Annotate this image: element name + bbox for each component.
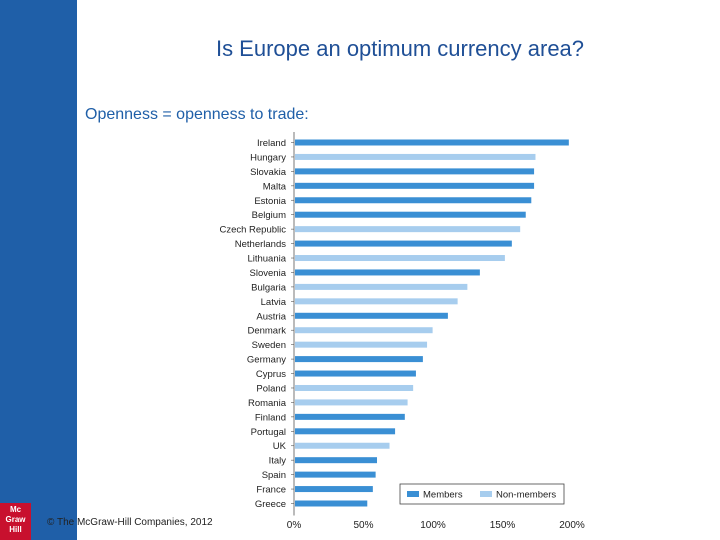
category-label-austria: Austria [256, 311, 286, 322]
bar-germany [295, 356, 423, 363]
bar-poland [295, 384, 414, 391]
category-label-poland: Poland [256, 383, 286, 394]
bar-uk [295, 442, 390, 449]
category-label-slovakia: Slovakia [250, 167, 287, 178]
category-label-cyprus: Cyprus [256, 369, 286, 380]
category-label-greece: Greece [255, 499, 286, 510]
bar-denmark [295, 327, 433, 334]
category-label-finland: Finland [255, 412, 286, 423]
category-label-france: France [256, 485, 286, 496]
bar-malta [295, 182, 535, 189]
category-label-estonia: Estonia [254, 196, 286, 207]
bar-estonia [295, 197, 532, 204]
bar-spain [295, 471, 376, 478]
bar-slovakia [295, 168, 535, 175]
category-label-ireland: Ireland [257, 138, 286, 149]
bar-belgium [295, 211, 526, 218]
bar-czech-republic [295, 226, 521, 233]
category-label-czech-republic: Czech Republic [219, 225, 286, 236]
bar-austria [295, 312, 448, 319]
category-label-netherlands: Netherlands [235, 239, 286, 250]
category-label-uk: UK [273, 441, 287, 452]
legend-swatch-non-members [480, 491, 492, 497]
logo-line-1: Mc [9, 505, 22, 514]
bar-netherlands [295, 240, 512, 247]
category-label-sweden: Sweden [252, 340, 286, 351]
side-bar [0, 0, 77, 540]
category-label-denmark: Denmark [247, 326, 286, 337]
category-label-portugal: Portugal [251, 427, 286, 438]
logo-line-2: Graw [5, 515, 26, 524]
bar-cyprus [295, 370, 416, 377]
bar-portugal [295, 428, 396, 435]
category-label-hungary: Hungary [250, 152, 286, 163]
category-label-romania: Romania [248, 398, 287, 409]
category-label-belgium: Belgium [252, 210, 286, 221]
category-label-bulgaria: Bulgaria [251, 282, 287, 293]
bar-hungary [295, 153, 536, 160]
x-tick-label-150: 150% [490, 520, 516, 531]
category-label-slovenia: Slovenia [250, 268, 287, 279]
legend-label-non-members: Non-members [496, 490, 556, 501]
bar-sweden [295, 341, 428, 348]
bar-finland [295, 413, 405, 420]
bar-france [295, 486, 373, 493]
bar-greece [295, 500, 368, 507]
x-tick-label-50: 50% [353, 520, 373, 531]
logo-line-3: Hill [9, 525, 22, 534]
copyright-text: © The McGraw-Hill Companies, 2012 [47, 517, 213, 528]
x-tick-label-0: 0% [287, 520, 302, 531]
mcgraw-hill-logo: Mc Graw Hill [0, 503, 31, 540]
bar-latvia [295, 298, 458, 305]
category-label-malta: Malta [263, 181, 287, 192]
category-label-italy: Italy [269, 456, 287, 467]
category-label-germany: Germany [247, 355, 286, 366]
category-label-spain: Spain [262, 470, 286, 481]
legend-label-members: Members [423, 490, 463, 501]
bar-lithuania [295, 255, 505, 262]
category-label-lithuania: Lithuania [247, 254, 286, 265]
bar-romania [295, 399, 408, 406]
category-label-latvia: Latvia [261, 297, 287, 308]
bar-slovenia [295, 269, 480, 276]
bar-italy [295, 457, 378, 464]
bar-bulgaria [295, 283, 468, 290]
slide-title: Is Europe an optimum currency area? [215, 36, 585, 61]
x-tick-label-200: 200% [559, 520, 585, 531]
openness-bar-chart: Ireland Hungary Slovakia Malta Estonia Belgiu… [219, 132, 585, 531]
legend-swatch-members [407, 491, 419, 497]
bar-ireland [295, 139, 569, 146]
x-tick-label-100: 100% [420, 520, 446, 531]
slide-subtitle: Openness = openness to trade: [85, 106, 309, 123]
